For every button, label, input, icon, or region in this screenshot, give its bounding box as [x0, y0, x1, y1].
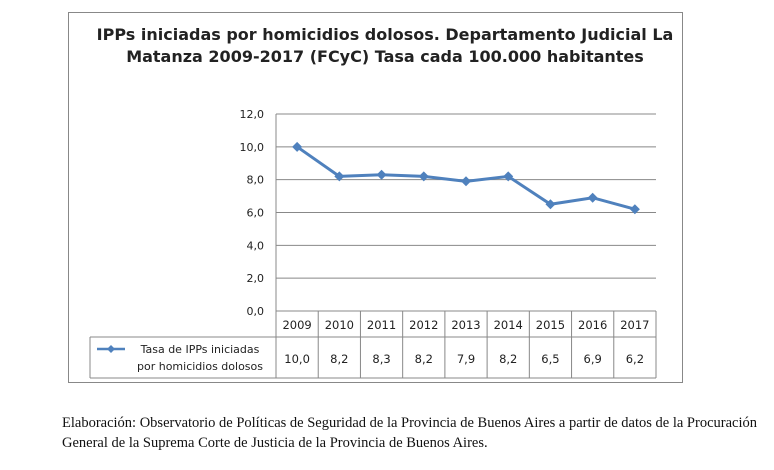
x-tick-label: 2009 — [282, 318, 311, 332]
data-label: 8,3 — [372, 352, 390, 366]
x-tick-label: 2013 — [451, 318, 480, 332]
data-label: 6,5 — [541, 352, 559, 366]
x-tick-label: 2012 — [409, 318, 438, 332]
x-tick-label: 2015 — [536, 318, 565, 332]
data-point — [334, 171, 345, 182]
data-label: 8,2 — [330, 352, 348, 366]
legend-marker — [107, 345, 115, 353]
x-tick-label: 2010 — [325, 318, 354, 332]
y-tick-label: 10,0 — [240, 141, 265, 154]
legend-label: por homicidios dolosos — [137, 360, 263, 373]
data-point — [418, 171, 429, 182]
data-point — [503, 171, 514, 182]
y-tick-label: 2,0 — [247, 272, 265, 285]
y-tick-label: 6,0 — [247, 207, 265, 220]
x-tick-label: 2014 — [494, 318, 523, 332]
data-label: 7,9 — [457, 352, 475, 366]
data-label: 6,9 — [584, 352, 602, 366]
y-tick-label: 12,0 — [240, 108, 265, 121]
y-tick-label: 0,0 — [247, 305, 265, 318]
data-point — [545, 199, 556, 210]
legend-label: Tasa de IPPs iniciadas — [140, 343, 260, 356]
data-point — [376, 169, 387, 180]
x-tick-label: 2017 — [620, 318, 649, 332]
data-label: 6,2 — [626, 352, 644, 366]
data-label: 8,2 — [415, 352, 433, 366]
x-tick-label: 2011 — [367, 318, 396, 332]
data-point — [629, 204, 640, 215]
y-tick-label: 4,0 — [247, 239, 265, 252]
data-label: 8,2 — [499, 352, 517, 366]
x-tick-label: 2016 — [578, 318, 607, 332]
chart-title: IPPs iniciadas por homicidios dolosos. D… — [96, 25, 674, 66]
data-point — [292, 141, 303, 152]
y-tick-label: 8,0 — [247, 174, 265, 187]
chart-frame — [68, 12, 683, 383]
data-label: 10,0 — [284, 352, 310, 366]
data-point — [461, 176, 471, 187]
data-point — [587, 192, 598, 203]
caption: Elaboración: Observatorio de Políticas d… — [62, 415, 757, 451]
